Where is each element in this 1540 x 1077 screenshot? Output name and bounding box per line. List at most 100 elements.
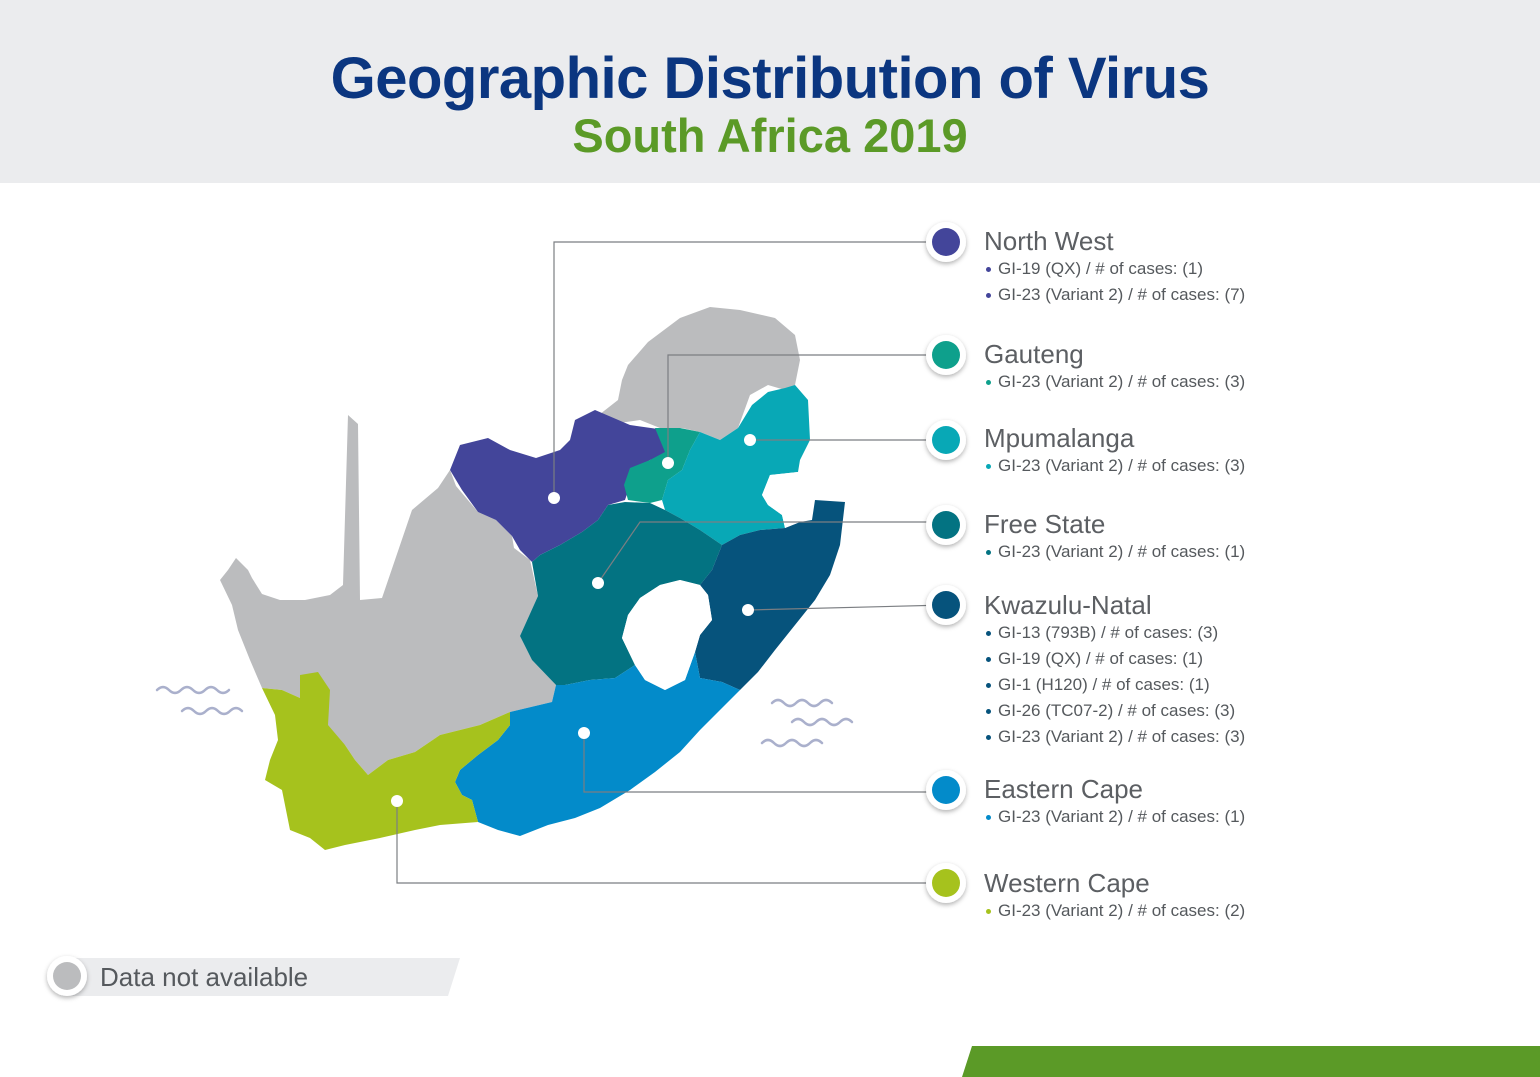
case-text: GI-23 (Variant 2) / # of cases: (7) <box>998 285 1246 304</box>
region-name: Gauteng <box>984 339 1084 369</box>
region-north-west[interactable] <box>450 410 672 562</box>
case-text: GI-23 (Variant 2) / # of cases: (3) <box>998 456 1246 475</box>
page-title: Geographic Distribution of Virus <box>330 46 1210 111</box>
bullet-icon <box>986 683 991 688</box>
marker-gauteng <box>662 457 674 469</box>
no-data-legend-box <box>62 958 460 996</box>
header-banner: Geographic Distribution of Virus South A… <box>0 0 1540 183</box>
case-text: GI-23 (Variant 2) / # of cases: (2) <box>998 901 1246 920</box>
legend-western-cape: Western Cape GI-23 (Variant 2) / # of ca… <box>984 868 1245 924</box>
region-gauteng[interactable] <box>624 428 700 503</box>
no-data-swatch <box>53 962 81 990</box>
bullet-icon <box>986 909 991 914</box>
legend-circle-eastern-cape <box>926 770 966 810</box>
legend-mpumalanga: Mpumalanga GI-23 (Variant 2) / # of case… <box>984 423 1245 479</box>
legend-circle-kwazulu-natal <box>926 585 966 625</box>
case-item: GI-13 (793B) / # of cases: (3) <box>984 620 1245 646</box>
marker-mpumalanga <box>744 434 756 446</box>
water-waves <box>155 685 854 748</box>
map-markers <box>391 434 756 807</box>
case-item: GI-23 (Variant 2) / # of cases: (7) <box>984 282 1245 308</box>
case-text: GI-1 (H120) / # of cases: (1) <box>998 675 1210 694</box>
region-mpumalanga[interactable] <box>662 385 810 545</box>
legend-gauteng: Gauteng GI-23 (Variant 2) / # of cases: … <box>984 339 1245 395</box>
marker-western-cape <box>391 795 403 807</box>
leader-lines <box>396 241 947 884</box>
marker-free-state <box>592 577 604 589</box>
marker-north-west <box>548 492 560 504</box>
leader-eastern-cape <box>583 733 946 793</box>
region-name: North West <box>984 226 1114 256</box>
case-text: GI-19 (QX) / # of cases: (1) <box>998 259 1204 278</box>
bullet-icon <box>986 267 991 272</box>
legend-kwazulu-natal: Kwazulu-Natal GI-13 (793B) / # of cases:… <box>984 590 1245 750</box>
legend-free-state: Free State GI-23 (Variant 2) / # of case… <box>984 509 1245 565</box>
bullet-icon <box>986 735 991 740</box>
legend-circle-mpumalanga <box>926 420 966 460</box>
region-name: Free State <box>984 509 1106 539</box>
case-text: GI-23 (Variant 2) / # of cases: (1) <box>998 542 1246 561</box>
case-item: GI-23 (Variant 2) / # of cases: (2) <box>984 898 1245 924</box>
bullet-icon <box>986 815 991 820</box>
case-item: GI-26 (TC07-2) / # of cases: (3) <box>984 698 1245 724</box>
marker-kwazulu-natal <box>742 604 754 616</box>
region-name: Western Cape <box>984 868 1150 898</box>
legend-north-west: North West GI-19 (QX) / # of cases: (1) G… <box>984 226 1245 308</box>
case-item: GI-1 (H120) / # of cases: (1) <box>984 672 1245 698</box>
case-list: GI-23 (Variant 2) / # of cases: (1) <box>984 804 1245 830</box>
leader-western-cape <box>396 801 946 884</box>
region-eswatini <box>762 472 800 528</box>
region-western-cape[interactable] <box>262 672 510 850</box>
region-name: Mpumalanga <box>984 423 1135 453</box>
case-item: GI-23 (Variant 2) / # of cases: (3) <box>984 369 1245 395</box>
case-item: GI-23 (Variant 2) / # of cases: (1) <box>984 539 1245 565</box>
bullet-icon <box>986 657 991 662</box>
region-lesotho <box>622 580 712 690</box>
case-item: GI-19 (QX) / # of cases: (1) <box>984 646 1245 672</box>
bullet-icon <box>986 550 991 555</box>
region-eastern-cape[interactable] <box>455 652 740 836</box>
leader-free-state <box>597 521 946 584</box>
legend-circle-free-state <box>926 505 966 545</box>
marker-eastern-cape <box>578 727 590 739</box>
legend-circle-gauteng <box>926 335 966 375</box>
bullet-icon <box>986 709 991 714</box>
region-kwazulu-natal[interactable] <box>695 500 845 690</box>
case-text: GI-23 (Variant 2) / # of cases: (3) <box>998 727 1246 746</box>
case-text: GI-26 (TC07-2) / # of cases: (3) <box>998 701 1236 720</box>
bullet-icon <box>986 380 991 385</box>
case-list: GI-23 (Variant 2) / # of cases: (3) <box>984 453 1245 479</box>
bullet-icon <box>986 464 991 469</box>
case-item: GI-23 (Variant 2) / # of cases: (3) <box>984 453 1245 479</box>
bullet-icon <box>986 293 991 298</box>
case-item: GI-23 (Variant 2) / # of cases: (1) <box>984 804 1245 830</box>
case-list: GI-13 (793B) / # of cases: (3) GI-19 (QX)… <box>984 620 1245 750</box>
case-text: GI-19 (QX) / # of cases: (1) <box>998 649 1204 668</box>
no-data-legend-label: Data not available <box>100 962 309 992</box>
bullet-icon <box>986 631 991 636</box>
case-list: GI-23 (Variant 2) / # of cases: (3) <box>984 369 1245 395</box>
leader-gauteng <box>667 354 946 463</box>
legend-eastern-cape: Eastern Cape GI-23 (Variant 2) / # of ca… <box>984 774 1245 830</box>
case-text: GI-23 (Variant 2) / # of cases: (3) <box>998 372 1246 391</box>
case-item: GI-23 (Variant 2) / # of cases: (3) <box>984 724 1245 750</box>
region-free-state[interactable] <box>520 502 722 685</box>
leader-north-west <box>553 241 946 497</box>
legend-circle-north-west <box>926 222 966 262</box>
region-name: Eastern Cape <box>984 774 1143 804</box>
case-text: GI-23 (Variant 2) / # of cases: (1) <box>998 807 1246 826</box>
footer-bar <box>962 1046 1540 1077</box>
region-limpopo[interactable] <box>595 307 800 440</box>
case-list: GI-23 (Variant 2) / # of cases: (2) <box>984 898 1245 924</box>
case-list: GI-19 (QX) / # of cases: (1) GI-23 (Varia… <box>984 256 1245 308</box>
legend-circles <box>926 222 966 903</box>
case-text: GI-13 (793B) / # of cases: (3) <box>998 623 1219 642</box>
region-name: Kwazulu-Natal <box>984 590 1152 620</box>
case-list: GI-23 (Variant 2) / # of cases: (1) <box>984 539 1245 565</box>
page-subtitle: South Africa 2019 <box>572 109 968 162</box>
leader-kwazulu-natal <box>747 604 947 611</box>
case-item: GI-19 (QX) / # of cases: (1) <box>984 256 1245 282</box>
legend-circle-western-cape <box>926 863 966 903</box>
